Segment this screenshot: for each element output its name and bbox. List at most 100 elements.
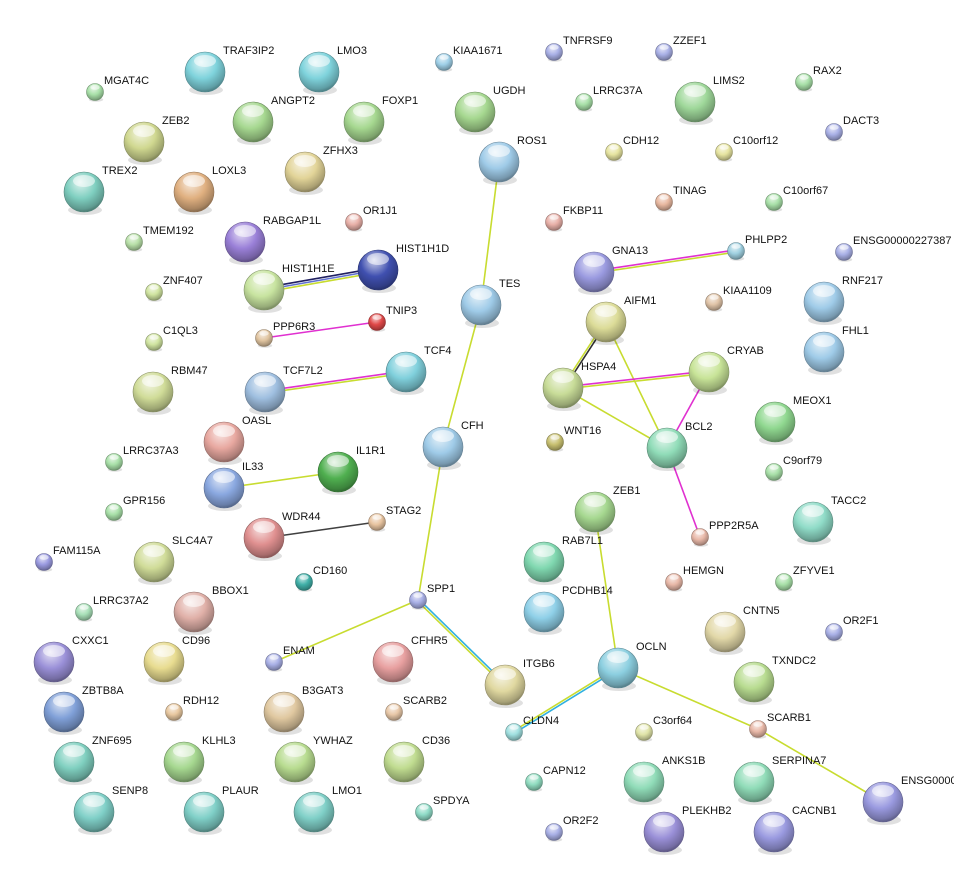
edge-ppp6r3-tnip3[interactable]: [263, 321, 378, 339]
node-trex2[interactable]: TREX2: [63, 165, 137, 215]
node-gna13[interactable]: GNA13: [573, 245, 648, 295]
edge-tes-cfh[interactable]: [442, 304, 482, 448]
node-or2f2[interactable]: OR2F2: [545, 815, 599, 842]
edge-aifm1-bcl2[interactable]: [605, 321, 668, 449]
node-plekhb2[interactable]: PLEKHB2: [643, 805, 732, 855]
node-zeb2[interactable]: ZEB2: [123, 115, 190, 165]
node-angpt2[interactable]: ANGPT2: [232, 95, 315, 145]
node-txndc2[interactable]: TXNDC2: [733, 655, 816, 705]
node-ocln[interactable]: OCLN: [597, 641, 667, 691]
node-cryab[interactable]: CRYAB: [688, 345, 764, 395]
node-cacnb1[interactable]: CACNB1: [753, 805, 837, 855]
node-fkbp11[interactable]: FKBP11: [545, 205, 604, 232]
node-zfhx3[interactable]: ZFHX3: [284, 145, 358, 195]
node-scarb1[interactable]: SCARB1: [749, 712, 812, 739]
edge-scarb1-ensg0000[interactable]: [757, 728, 884, 803]
node-ppp6r3[interactable]: PPP6R3: [255, 321, 316, 348]
node-rabgap1l[interactable]: RABGAP1L: [224, 215, 321, 265]
node-scarb2[interactable]: SCARB2: [385, 695, 448, 722]
node-ugdh[interactable]: UGDH: [454, 85, 525, 135]
node-cntn5[interactable]: CNTN5: [704, 605, 780, 655]
edge-gna13-phlpp2[interactable]: [593, 249, 737, 274]
node-zbtb8a[interactable]: ZBTB8A: [43, 685, 124, 735]
node-lrrc37a[interactable]: LRRC37A: [575, 85, 644, 112]
node-rab7l1[interactable]: RAB7L1: [523, 535, 603, 585]
node-ywhaz[interactable]: YWHAZ: [274, 735, 353, 785]
node-mgat4c[interactable]: MGAT4C: [86, 75, 150, 102]
node-kiaa1109[interactable]: KIAA1109: [705, 285, 772, 312]
node-rnf217[interactable]: RNF217: [803, 275, 883, 325]
node-zeb1[interactable]: ZEB1: [574, 485, 641, 535]
node-znf407[interactable]: ZNF407: [145, 275, 203, 302]
node-ppp2r5a[interactable]: PPP2R5A: [691, 520, 760, 547]
node-c1ql3[interactable]: C1QL3: [145, 325, 198, 352]
node-bbox1[interactable]: BBOX1: [173, 585, 249, 635]
edge-zeb1-ocln[interactable]: [594, 511, 619, 669]
node-plaur[interactable]: PLAUR: [183, 785, 259, 835]
node-aifm1[interactable]: AIFM1: [585, 295, 656, 345]
node-lmo3[interactable]: LMO3: [298, 45, 367, 95]
node-tnip3[interactable]: TNIP3: [368, 305, 418, 332]
node-tcf4[interactable]: TCF4: [385, 345, 452, 395]
node-cxxc1[interactable]: CXXC1: [33, 635, 109, 685]
node-ros1[interactable]: ROS1: [478, 135, 547, 185]
node-wdr44[interactable]: WDR44: [243, 511, 321, 561]
node-capn12[interactable]: CAPN12: [525, 765, 586, 792]
node-pcdhb14[interactable]: PCDHB14: [523, 585, 613, 635]
node-il1r1[interactable]: IL1R1: [317, 445, 385, 495]
node-loxl3[interactable]: LOXL3: [173, 165, 246, 215]
node-ensg00000227387[interactable]: ENSG00000227387: [835, 235, 952, 262]
node-tmem192[interactable]: TMEM192: [125, 225, 194, 252]
node-ensg0000[interactable]: ENSG0000: [862, 775, 954, 825]
node-cdh12[interactable]: CDH12: [605, 135, 660, 162]
node-senp8[interactable]: SENP8: [73, 785, 148, 835]
edge-ros1-tes[interactable]: [480, 161, 500, 306]
node-hspa4[interactable]: HSPA4: [542, 361, 616, 411]
node-il33[interactable]: IL33: [203, 461, 263, 511]
node-c10orf12[interactable]: C10orf12: [715, 135, 779, 162]
node-hist1h1e[interactable]: HIST1H1E: [243, 263, 335, 313]
node-stag2[interactable]: STAG2: [368, 505, 422, 532]
node-serpina7[interactable]: SERPINA7: [733, 755, 826, 805]
node-rbm47[interactable]: RBM47: [132, 365, 208, 415]
node-wnt16[interactable]: WNT16: [546, 425, 602, 452]
node-cd36[interactable]: CD36: [383, 735, 450, 785]
node-meox1[interactable]: MEOX1: [754, 395, 832, 445]
node-slc4a7[interactable]: SLC4A7: [133, 535, 213, 585]
node-zzef1[interactable]: ZZEF1: [655, 35, 707, 62]
node-lmo1[interactable]: LMO1: [293, 785, 362, 835]
node-tcf7l2[interactable]: TCF7L2: [244, 365, 323, 415]
node-dact3[interactable]: DACT3: [825, 115, 880, 142]
edge-hspa4-cryab[interactable]: [562, 370, 710, 390]
node-cd96[interactable]: CD96: [143, 635, 210, 685]
node-tnfrsf9[interactable]: TNFRSF9: [545, 35, 613, 62]
edge-tcf7l2-tcf4[interactable]: [264, 370, 407, 394]
node-or1j1[interactable]: OR1J1: [345, 205, 398, 232]
node-hist1h1d[interactable]: HIST1H1D: [357, 243, 449, 293]
edge-cfh-spp1[interactable]: [417, 446, 444, 601]
node-c10orf67[interactable]: C10orf67: [765, 185, 829, 212]
edge-spp1-enam[interactable]: [273, 599, 419, 663]
node-cd160[interactable]: CD160: [295, 565, 348, 592]
node-itgb6[interactable]: ITGB6: [484, 658, 555, 708]
node-hemgn[interactable]: HEMGN: [665, 565, 725, 592]
edge-spp1-itgb6[interactable]: [416, 598, 507, 687]
node-rdh12[interactable]: RDH12: [165, 695, 220, 722]
node-spdya[interactable]: SPDYA: [415, 795, 471, 822]
node-phlpp2[interactable]: PHLPP2: [727, 234, 788, 261]
node-fhl1[interactable]: FHL1: [803, 325, 869, 375]
node-tes[interactable]: TES: [460, 278, 520, 328]
node-lrrc37a2[interactable]: LRRC37A2: [75, 595, 149, 622]
node-lims2[interactable]: LIMS2: [674, 75, 745, 125]
node-enam[interactable]: ENAM: [265, 645, 315, 672]
node-cfh[interactable]: CFH: [422, 420, 484, 470]
node-oasl[interactable]: OASL: [203, 415, 271, 465]
node-zfyve1[interactable]: ZFYVE1: [775, 565, 835, 592]
node-c9orf79[interactable]: C9orf79: [765, 455, 823, 482]
node-gpr156[interactable]: GPR156: [105, 495, 166, 522]
node-bcl2[interactable]: BCL2: [646, 421, 713, 471]
node-cldn4[interactable]: CLDN4: [505, 715, 560, 742]
node-traf3ip2[interactable]: TRAF3IP2: [184, 45, 274, 95]
node-znf695[interactable]: ZNF695: [53, 735, 132, 785]
node-klhl3[interactable]: KLHL3: [163, 735, 236, 785]
